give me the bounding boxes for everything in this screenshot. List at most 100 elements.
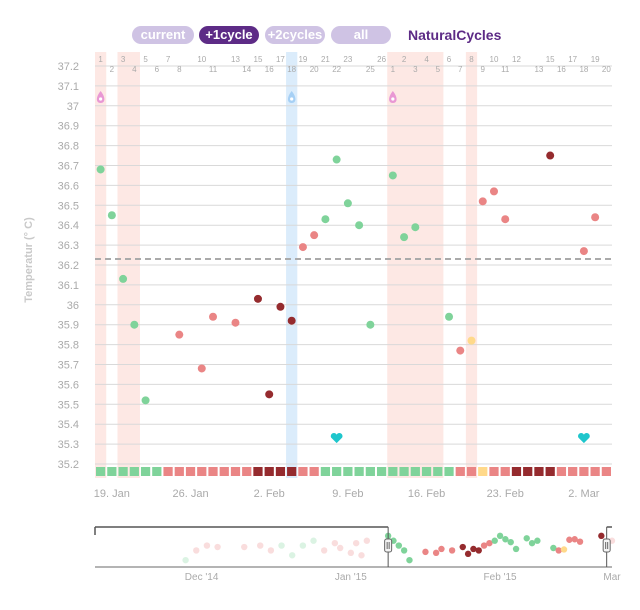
navigator-area	[95, 527, 612, 567]
temperature-point	[343, 199, 352, 208]
navigator-handle[interactable]	[602, 538, 611, 553]
cycle-day-label: 14	[242, 65, 251, 74]
ovulation-drop-icon	[287, 91, 296, 103]
temperature-point	[107, 211, 116, 220]
x-tick-label: 2. Mar	[568, 488, 600, 500]
temperature-point	[579, 247, 588, 256]
y-tick-label: 35.6	[58, 379, 79, 391]
navigator-point	[363, 537, 371, 544]
temperature-point	[321, 215, 330, 224]
cycle-day-label: 16	[557, 65, 566, 74]
day-status-marker	[601, 467, 611, 476]
navigator-point	[400, 547, 408, 554]
navigator-point	[459, 543, 466, 551]
all-cycles-button[interactable]: all	[331, 26, 391, 44]
drop-highlight	[99, 97, 103, 101]
cycle-day-label: 15	[254, 55, 263, 64]
navigator-point	[278, 542, 285, 549]
heart-icon	[330, 433, 343, 444]
day-status-marker	[219, 467, 229, 476]
cycle-day-label: 12	[512, 55, 521, 64]
y-tick-label: 37.1	[58, 81, 79, 93]
y-tick-label: 35.3	[58, 439, 79, 451]
y-tick-label: 36.1	[58, 280, 79, 292]
temperature-point	[253, 294, 262, 303]
temperature-point	[287, 316, 296, 325]
navigator-point	[555, 547, 562, 554]
y-tick-label: 36	[67, 300, 79, 312]
cycle-day-label: 20	[602, 65, 611, 74]
temperature-point	[388, 171, 397, 180]
cycle-day-label: 8	[177, 65, 182, 74]
temperature-point	[231, 318, 240, 327]
toolbar: current +1cycle +2cycles all NaturalCycl…	[0, 0, 640, 52]
navigator-point	[560, 546, 568, 553]
cycle-day-label: 1	[98, 55, 103, 64]
plus-one-cycle-button[interactable]: +1cycle	[199, 26, 259, 44]
navigator-point	[550, 544, 557, 552]
navigator-point	[576, 538, 584, 545]
temperature-point	[130, 320, 139, 329]
day-status-marker	[365, 467, 375, 476]
navigator-handle[interactable]	[384, 538, 393, 553]
temperature-point	[96, 165, 105, 174]
x-tick-label: 9. Feb	[332, 488, 363, 500]
cycle-day-label: 13	[534, 65, 543, 74]
temperature-point	[366, 320, 375, 329]
x-tick-label: 2. Feb	[254, 488, 285, 500]
temperature-point	[445, 312, 454, 321]
day-status-marker	[388, 467, 398, 476]
day-status-marker	[309, 467, 319, 476]
cycle-day-label: 21	[321, 55, 330, 64]
navigator-point	[203, 542, 211, 549]
navigator-point	[406, 556, 413, 564]
cycle-day-label: 2	[110, 65, 115, 74]
navigator-point	[598, 532, 605, 540]
plus-two-cycles-button[interactable]: +2cycles	[265, 26, 325, 44]
day-status-marker	[320, 467, 331, 476]
day-status-marker	[287, 467, 297, 476]
navigator-date-label: Feb '15	[484, 572, 517, 583]
y-tick-label: 36.4	[58, 220, 79, 232]
day-status-marker	[500, 467, 510, 476]
navigator-point	[358, 552, 365, 559]
period-drop-icon	[96, 91, 105, 103]
navigator-point	[267, 547, 275, 554]
temperature-point	[478, 197, 487, 206]
navigator-point	[347, 549, 355, 557]
navigator-point	[422, 548, 429, 556]
heart-icon	[578, 432, 590, 444]
y-tick-label: 37.2	[58, 61, 79, 73]
x-tick-label: 23. Feb	[487, 488, 524, 500]
cycle-day-label: 19	[298, 55, 307, 64]
day-status-marker	[478, 467, 488, 476]
navigator-point	[438, 545, 445, 553]
day-status-marker	[129, 467, 139, 476]
day-status-marker	[354, 467, 364, 476]
day-status-marker	[185, 467, 196, 476]
cycle-day-label: 2	[402, 55, 407, 64]
y-tick-label: 37	[67, 101, 79, 113]
day-status-marker	[444, 467, 454, 476]
navigator-date-label: Mar	[603, 572, 621, 583]
navigator-point	[534, 537, 541, 544]
temperature-point	[501, 215, 510, 224]
navigator-point	[491, 537, 498, 544]
y-tick-label: 36.6	[58, 180, 79, 192]
temperature-point	[355, 221, 364, 230]
navigator-point	[395, 542, 403, 549]
day-status-marker	[511, 467, 522, 476]
current-cycle-button[interactable]: current	[132, 26, 194, 44]
navigator-point	[528, 539, 536, 547]
navigator-point	[182, 556, 189, 564]
navigator-point	[470, 545, 477, 553]
day-status-marker	[523, 467, 533, 476]
cycle-day-label: 19	[591, 55, 600, 64]
day-status-marker	[399, 467, 409, 476]
day-status-marker	[410, 467, 420, 476]
y-tick-label: 35.7	[58, 360, 79, 372]
y-tick-label: 35.4	[58, 419, 79, 431]
cycle-day-label: 5	[143, 55, 148, 64]
navigator-point	[214, 543, 221, 551]
navigator-point	[571, 536, 578, 543]
